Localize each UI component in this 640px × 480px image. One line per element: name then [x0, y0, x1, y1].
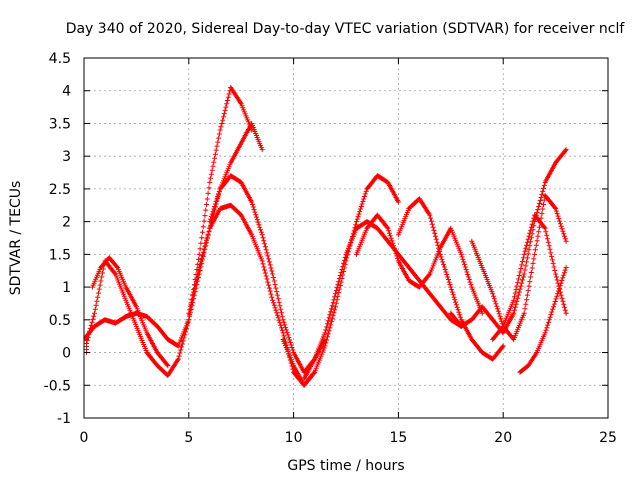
y-tick-label: 1	[62, 280, 71, 296]
data-point-markers	[448, 147, 569, 336]
y-tick-label: 1.5	[49, 247, 71, 263]
y-tick-label: -0.5	[44, 378, 71, 394]
plot-frame	[83, 57, 609, 419]
series-sat-f	[280, 173, 401, 388]
x-tick-label: 20	[494, 430, 512, 446]
y-tick-label: 0.5	[49, 313, 71, 329]
data-point-markers	[207, 173, 328, 375]
axis-ticks: 0 5 10 15 20 25 -1 -0.5 0 0.5 1 1.5 2 2.5 3 3.5 4 4.5	[44, 51, 617, 446]
data-point-markers	[490, 212, 569, 342]
series-sat-i	[395, 196, 506, 362]
y-tick-label: 2	[62, 215, 71, 231]
data-point-markers	[84, 121, 265, 349]
x-tick-label: 25	[599, 430, 617, 446]
data-point-markers	[301, 219, 464, 382]
x-tick-label: 10	[285, 430, 303, 446]
series-sat-a	[84, 85, 255, 378]
series-sat-b	[84, 121, 265, 349]
x-axis-label: GPS time / hours	[287, 458, 404, 474]
series-sat-g	[301, 219, 464, 382]
data-point-markers	[280, 173, 401, 388]
chart-title: Day 340 of 2020, Sidereal Day-to-day VTE…	[66, 21, 626, 37]
series-sat-m	[517, 265, 569, 375]
data-point-markers	[89, 255, 171, 369]
data-points	[84, 85, 569, 388]
y-tick-label: 3.5	[49, 116, 71, 132]
y-tick-label: 0	[62, 346, 71, 362]
series-sat-e	[207, 173, 328, 375]
series-sat-j	[448, 147, 569, 336]
series-sat-l	[490, 212, 569, 342]
data-point-markers	[517, 265, 569, 375]
data-point-markers	[84, 85, 255, 378]
x-tick-label: 5	[184, 430, 193, 446]
y-tick-label: 3	[62, 149, 71, 165]
data-point-markers	[395, 196, 506, 362]
y-axis-label: SDTVAR / TECUs	[8, 181, 24, 296]
y-tick-label: 4	[62, 84, 71, 100]
series-sat-c	[89, 255, 171, 369]
y-tick-label: 2.5	[49, 182, 71, 198]
grid	[84, 58, 608, 418]
x-tick-label: 15	[389, 430, 407, 446]
y-tick-label: -1	[57, 411, 71, 427]
y-tick-label: 4.5	[49, 51, 71, 67]
x-tick-label: 0	[80, 430, 89, 446]
